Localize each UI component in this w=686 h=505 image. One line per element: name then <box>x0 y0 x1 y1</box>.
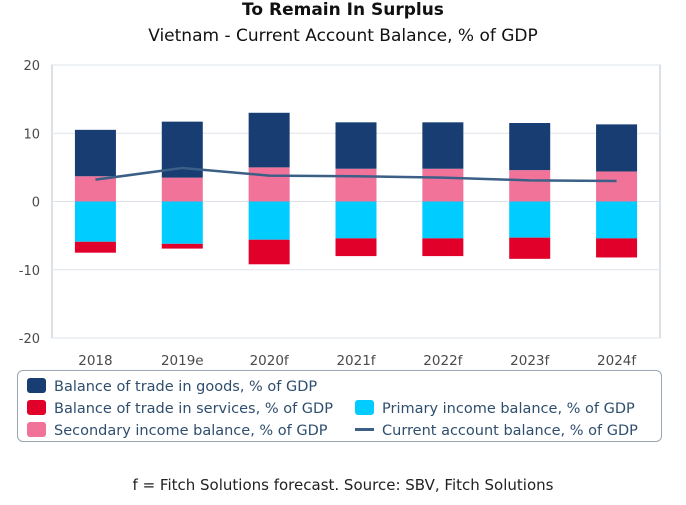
x-tick-label: 2022f <box>423 353 463 369</box>
y-tick-label: 0 <box>32 196 40 211</box>
bar-segment <box>596 171 638 202</box>
series-line <box>95 166 617 183</box>
y-tick-label: -20 <box>19 332 40 347</box>
y-tick-label: 10 <box>23 127 40 142</box>
x-tick-label: 2024f <box>597 353 637 369</box>
legend-item-goods: Balance of trade in goods, % of GDP <box>27 378 317 396</box>
x-tick-label: 2020f <box>250 353 290 369</box>
current-account-line <box>95 166 617 183</box>
legend: Balance of trade in goods, % of GDP Bala… <box>17 370 662 442</box>
bar-segment <box>422 238 464 257</box>
bar-segment <box>161 243 203 249</box>
x-tick-label: 2018 <box>78 353 112 369</box>
bars <box>74 112 638 265</box>
legend-item-services: Balance of trade in services, % of GDP <box>27 400 333 418</box>
y-tick-label: -10 <box>19 264 40 279</box>
legend-label-secondary: Secondary income balance, % of GDP <box>54 423 328 439</box>
chart-svg: 20 10 0 -10 -20 2018 2019e 2020f 2021f 2022f 2023… <box>19 59 661 369</box>
legend-swatch-goods <box>27 378 46 393</box>
x-axis: 2018 2019e 2020f 2021f 2022f 2023f 2024f <box>78 353 637 369</box>
bar-segment <box>422 201 464 239</box>
legend-swatch-current <box>355 428 374 431</box>
bar-segment <box>248 167 290 202</box>
bar-segment <box>74 201 116 242</box>
bar-segment <box>248 112 290 168</box>
bar-segment <box>74 241 116 253</box>
bar-segment <box>335 168 377 202</box>
bar-segment <box>161 177 203 202</box>
bar-segment <box>509 123 551 171</box>
bar-segment <box>74 129 116 177</box>
legend-item-current: Current account balance, % of GDP <box>355 422 638 440</box>
x-tick-label: 2021f <box>336 353 376 369</box>
legend-label-current: Current account balance, % of GDP <box>382 423 638 439</box>
legend-item-primary: Primary income balance, % of GDP <box>355 400 635 418</box>
bar-segment <box>509 237 551 259</box>
bar-segment <box>248 201 290 240</box>
legend-swatch-primary <box>355 400 374 415</box>
legend-swatch-secondary <box>27 422 46 437</box>
bar-segment <box>161 201 203 244</box>
chart-subtitle: Vietnam - Current Account Balance, % of … <box>148 26 538 46</box>
bar-segment <box>335 122 377 169</box>
bar-segment <box>509 170 551 202</box>
y-axis: 20 10 0 -10 -20 <box>19 59 40 347</box>
bar-segment <box>422 168 464 202</box>
bar-segment <box>596 238 638 258</box>
y-tick-label: 20 <box>23 59 40 74</box>
legend-item-secondary: Secondary income balance, % of GDP <box>27 422 328 440</box>
bar-segment <box>596 201 638 239</box>
bar-segment <box>74 176 116 202</box>
bar-segment <box>335 238 377 257</box>
x-tick-label: 2019e <box>161 353 204 369</box>
legend-label-goods: Balance of trade in goods, % of GDP <box>54 379 318 395</box>
bar-segment <box>422 122 464 169</box>
chart-title: To Remain In Surplus <box>242 0 444 20</box>
source-footnote: f = Fitch Solutions forecast. Source: SB… <box>132 476 554 494</box>
bar-segment <box>509 201 551 238</box>
bar-segment <box>335 201 377 239</box>
bar-segment <box>596 124 638 172</box>
x-tick-label: 2023f <box>510 353 550 369</box>
legend-swatch-services <box>27 400 46 415</box>
legend-label-primary: Primary income balance, % of GDP <box>382 401 635 417</box>
bar-segment <box>248 239 290 265</box>
legend-label-services: Balance of trade in services, % of GDP <box>54 401 333 417</box>
